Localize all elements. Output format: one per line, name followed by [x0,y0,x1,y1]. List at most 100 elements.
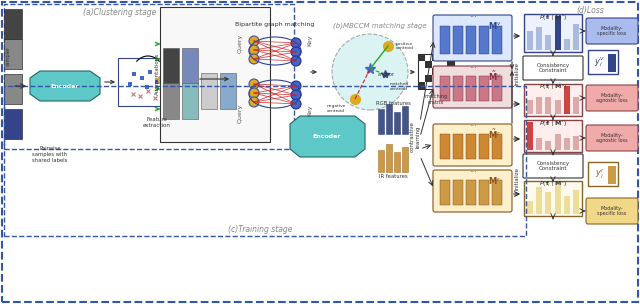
FancyBboxPatch shape [394,112,400,134]
FancyBboxPatch shape [140,76,144,80]
FancyBboxPatch shape [586,85,638,111]
Polygon shape [30,71,100,101]
FancyBboxPatch shape [527,100,533,114]
FancyBboxPatch shape [466,134,476,159]
Polygon shape [290,116,365,157]
FancyBboxPatch shape [182,83,198,119]
FancyBboxPatch shape [425,75,433,82]
Text: (d)Loss: (d)Loss [576,6,604,15]
FancyBboxPatch shape [492,26,502,54]
FancyBboxPatch shape [394,152,400,172]
FancyBboxPatch shape [586,198,638,224]
FancyBboxPatch shape [527,31,533,50]
FancyBboxPatch shape [418,82,425,89]
FancyBboxPatch shape [573,190,579,214]
FancyBboxPatch shape [564,137,570,150]
Text: ...: ... [469,119,477,128]
FancyBboxPatch shape [386,104,392,134]
FancyBboxPatch shape [433,170,512,212]
Circle shape [291,99,301,109]
FancyBboxPatch shape [479,26,489,54]
FancyBboxPatch shape [440,75,447,82]
FancyBboxPatch shape [554,134,561,150]
Text: Encoder: Encoder [313,134,341,140]
FancyBboxPatch shape [178,70,186,78]
FancyBboxPatch shape [564,86,570,114]
FancyBboxPatch shape [536,137,542,150]
FancyBboxPatch shape [447,82,454,89]
FancyBboxPatch shape [536,27,542,50]
Text: $y_i^v$: $y_i^v$ [595,55,605,69]
FancyBboxPatch shape [163,68,171,76]
Circle shape [249,54,259,64]
FancyBboxPatch shape [573,23,579,50]
FancyBboxPatch shape [536,96,542,114]
Text: positive
centroid: positive centroid [396,42,414,50]
Text: $P(\mathbf{f}_i \mid \tilde{\mathbf{M}}^v)$: $P(\mathbf{f}_i \mid \tilde{\mathbf{M}}^… [539,82,568,92]
FancyBboxPatch shape [378,109,384,134]
FancyBboxPatch shape [524,120,582,152]
FancyBboxPatch shape [564,196,570,214]
Text: (a)Clustering stage: (a)Clustering stage [83,8,157,17]
FancyBboxPatch shape [564,39,570,50]
FancyBboxPatch shape [554,16,561,50]
FancyBboxPatch shape [588,162,618,186]
FancyBboxPatch shape [433,15,512,61]
Text: Key: Key [307,104,312,116]
FancyBboxPatch shape [173,80,181,88]
Text: Consistency
Constraint: Consistency Constraint [536,63,570,73]
Text: ...: ... [469,61,477,70]
FancyBboxPatch shape [4,9,22,39]
FancyBboxPatch shape [402,147,408,172]
FancyBboxPatch shape [418,54,454,89]
Circle shape [249,45,259,55]
FancyBboxPatch shape [118,58,196,106]
Text: matched
centroid: matched centroid [390,82,409,91]
Circle shape [291,47,301,57]
Text: Modality-
specific loss: Modality- specific loss [597,206,627,216]
Text: matching
matrix: matching matrix [424,94,447,105]
FancyBboxPatch shape [4,74,22,104]
Text: negative
centroid: negative centroid [326,104,346,112]
FancyBboxPatch shape [440,134,450,159]
Text: $\mathbf{M}^r$: $\mathbf{M}^r$ [488,175,502,187]
Text: ...: ... [469,10,477,19]
FancyBboxPatch shape [402,106,408,134]
FancyBboxPatch shape [453,26,463,54]
Text: IR features: IR features [379,174,408,179]
FancyBboxPatch shape [492,180,502,205]
Text: Consistency
Constraint: Consistency Constraint [536,161,570,171]
FancyBboxPatch shape [588,50,618,74]
FancyBboxPatch shape [220,73,236,109]
Text: anchor: anchor [378,72,395,77]
Text: RGB features: RGB features [376,101,410,106]
FancyBboxPatch shape [545,96,552,114]
FancyBboxPatch shape [527,122,533,150]
Text: Key: Key [307,34,312,46]
FancyBboxPatch shape [386,144,392,172]
Text: Augmentations: Augmentations [154,53,159,95]
FancyBboxPatch shape [433,54,440,61]
FancyBboxPatch shape [573,96,579,114]
FancyBboxPatch shape [545,35,552,50]
FancyBboxPatch shape [201,73,217,109]
Text: Initialize: Initialize [515,62,520,85]
Circle shape [249,36,259,46]
FancyBboxPatch shape [554,183,561,214]
Text: (c)Training stage: (c)Training stage [228,225,292,234]
Text: Query: Query [237,34,243,53]
FancyBboxPatch shape [4,109,22,139]
FancyBboxPatch shape [158,76,166,84]
FancyBboxPatch shape [523,56,583,80]
FancyBboxPatch shape [608,54,616,72]
FancyBboxPatch shape [132,72,136,76]
FancyBboxPatch shape [378,150,384,172]
FancyBboxPatch shape [524,181,582,216]
Circle shape [332,34,408,110]
Text: contrastive
learning: contrastive learning [410,122,420,152]
Text: Query: Query [237,104,243,123]
FancyBboxPatch shape [492,134,502,159]
FancyBboxPatch shape [128,82,132,86]
Text: Initialize: Initialize [515,167,520,190]
Text: $\tilde{\mathbf{M}}^v$: $\tilde{\mathbf{M}}^v$ [488,69,502,83]
